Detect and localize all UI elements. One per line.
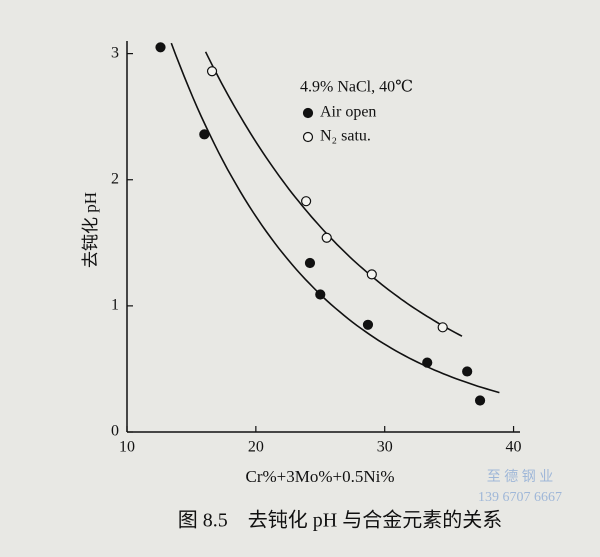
y-axis-label: 去钝化 pH <box>81 192 100 268</box>
x-tick-label: 30 <box>377 439 393 456</box>
fit-curve <box>204 51 463 337</box>
data-point <box>199 129 210 140</box>
data-point <box>301 196 312 207</box>
y-tick-label: 0 <box>111 423 119 440</box>
legend-label: N₂ satu. <box>320 128 371 145</box>
x-tick-label: 40 <box>506 439 522 456</box>
x-tick-label: 10 <box>119 439 135 456</box>
fit-curve <box>170 42 500 394</box>
legend-title: 4.9% NaCl, 40℃ <box>300 79 413 96</box>
data-point <box>206 66 218 77</box>
legend-marker <box>302 107 314 119</box>
watermark: 139 6707 6667 <box>478 490 562 505</box>
data-point <box>437 322 448 333</box>
data-point <box>304 257 316 269</box>
data-point <box>362 319 374 330</box>
legend-label: Air open <box>320 104 376 121</box>
y-tick-label: 1 <box>111 297 119 314</box>
y-tick-label: 2 <box>111 170 119 187</box>
chart-title: 图 8.5 去钝化 pH 与合金元素的关系 <box>178 509 502 532</box>
legend-marker <box>302 131 314 143</box>
x-tick-label: 20 <box>248 439 264 456</box>
data-point <box>462 366 473 377</box>
data-point <box>474 395 486 406</box>
data-point <box>321 232 332 243</box>
x-axis-label: Cr%+3Mo%+0.5Ni% <box>245 467 394 486</box>
y-tick-label: 3 <box>111 44 119 61</box>
data-point <box>366 269 377 280</box>
data-point <box>155 42 166 53</box>
data-point <box>422 357 433 368</box>
data-point <box>315 289 326 300</box>
watermark: 至 德 钢 业 <box>487 469 554 485</box>
